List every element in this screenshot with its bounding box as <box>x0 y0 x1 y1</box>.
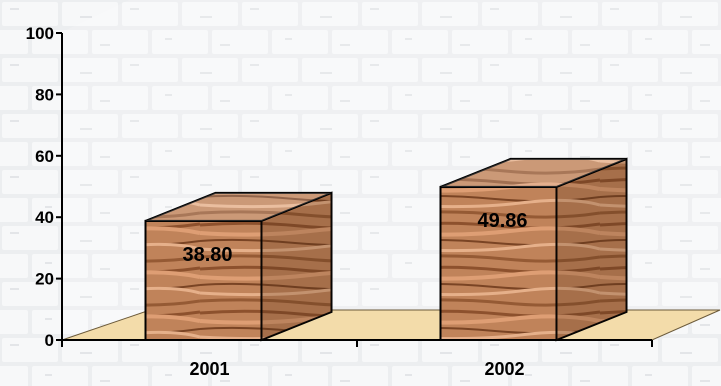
data-label: 49.86 <box>477 210 527 232</box>
category-labels: 2001 2002 <box>189 359 524 379</box>
bar-front-face <box>439 185 558 341</box>
bar-top-face <box>145 191 332 222</box>
bar-front-face <box>144 219 263 341</box>
bar-top-face <box>440 157 627 188</box>
bars-group <box>144 157 628 342</box>
x-category-label: 2001 <box>189 359 229 379</box>
y-tick-label: 20 <box>35 270 54 289</box>
y-axis: 0 20 40 60 80 100 <box>26 24 63 350</box>
y-tick-label: 0 <box>45 331 54 350</box>
bar-side-shade <box>261 192 332 340</box>
y-tick-label: 100 <box>26 24 54 43</box>
bar-2001 <box>144 191 333 342</box>
data-labels: 38.80 49.86 <box>182 210 527 266</box>
y-tick-label: 40 <box>35 208 54 227</box>
y-tick-label: 80 <box>35 85 54 104</box>
bar-top-highlight <box>440 158 627 187</box>
y-tick-label: 60 <box>35 147 54 166</box>
x-category-label: 2002 <box>484 359 524 379</box>
bar-top-highlight <box>145 192 332 221</box>
bar-side-shade <box>556 158 627 340</box>
bar-2002 <box>439 157 628 342</box>
data-label: 38.80 <box>182 244 232 266</box>
